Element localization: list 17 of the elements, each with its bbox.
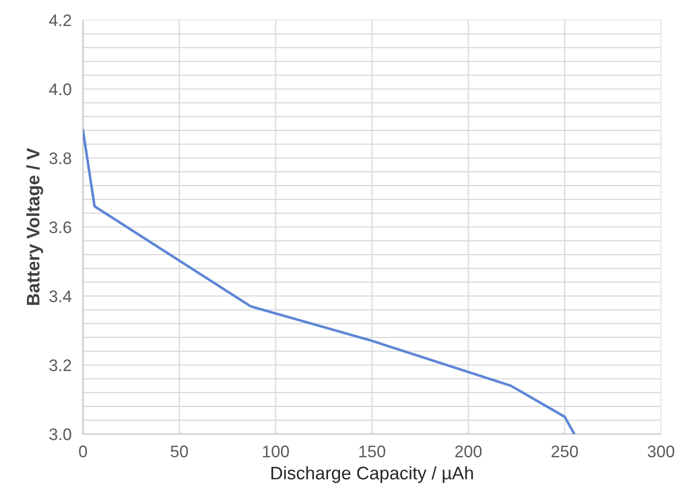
y-tick-label: 4.2 <box>49 14 72 26</box>
y-tick-label: 3.4 <box>49 290 72 302</box>
x-tick-label: 100 <box>263 446 289 458</box>
line-series <box>83 129 576 434</box>
y-tick-label: 3.2 <box>49 359 72 372</box>
x-tick-label: 150 <box>359 446 386 458</box>
y-tick-label: 3.8 <box>49 152 72 164</box>
x-tick-label: 0 <box>79 446 87 458</box>
x-tick-label: 50 <box>170 446 188 458</box>
y-axis-title: Battery Voltage / V <box>26 148 44 305</box>
y-tick-label: 4.0 <box>49 83 72 96</box>
x-tick-label: 300 <box>648 446 674 458</box>
x-tick-label: 250 <box>552 446 578 458</box>
y-tick-label: 3.0 <box>49 428 72 440</box>
x-tick-label: 200 <box>455 446 482 458</box>
x-axis-title: Discharge Capacity / µAh <box>271 466 473 484</box>
y-tick-label: 3.6 <box>49 221 72 234</box>
